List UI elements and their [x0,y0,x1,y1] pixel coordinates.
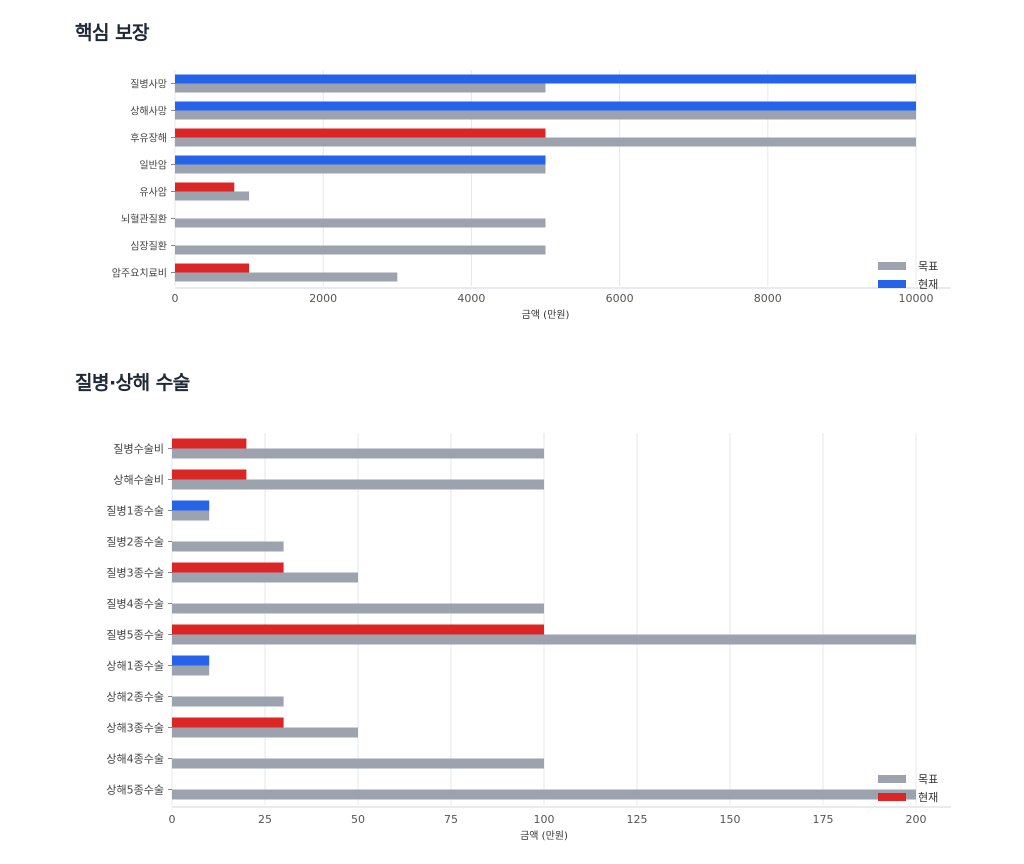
bar-current-2-1 [172,469,247,480]
x-tick-label: 4000 [457,292,485,305]
bar-current-1-4 [175,182,235,192]
x-tick-label: 175 [813,813,834,826]
bar-target-1-7 [175,272,398,282]
legend-label: 현재 [918,791,938,804]
bar-current-2-0 [172,438,247,449]
category-label: 상해3종수술 [106,721,164,735]
category-label: 후유장해 [130,132,167,145]
bar-target-2-4 [172,572,358,583]
bar-target-1-3 [175,164,546,174]
section-title-core-coverage: 핵심 보장 [75,22,150,44]
x-tick-label: 50 [351,813,365,826]
category-label: 심장질환 [130,241,167,253]
category-label: 질병4종수술 [106,598,164,611]
bar-target-1-6 [175,245,546,255]
bar-target-2-8 [172,696,284,707]
category-label: 일반암 [139,160,167,172]
category-label: 상해수술비 [113,473,164,487]
surgery-coverage-chart: 질병수술비상해수술비질병1종수술질병2종수술질병3종수술질병4종수술질병5종수술… [106,433,951,842]
x-tick-label: 200 [906,813,927,826]
section-title-surgery: 질병·상해 수술 [75,372,190,394]
category-label: 상해1종수술 [106,659,164,673]
x-tick-label: 10000 [899,292,934,305]
bar-current-2-9 [172,717,284,728]
bar-current-1-2 [175,128,546,138]
category-label: 상해4종수술 [106,752,164,766]
bar-target-2-2 [172,510,210,521]
bar-target-2-0 [172,448,544,459]
bar-target-2-9 [172,727,358,738]
bar-target-2-3 [172,541,284,552]
category-label: 질병사망 [130,79,167,91]
bar-target-2-10 [172,758,544,769]
category-label: 상해사망 [130,105,167,118]
x-tick-label: 150 [720,813,741,826]
legend-label: 목표 [918,773,938,786]
bar-target-1-1 [175,110,916,120]
bar-target-1-5 [175,218,546,228]
legend-label: 현재 [918,278,938,291]
legend-swatch [878,775,906,783]
bar-target-2-1 [172,479,544,490]
category-label: 질병2종수술 [106,536,164,549]
x-tick-label: 125 [627,813,648,826]
bar-target-1-2 [175,137,916,147]
x-tick-label: 0 [172,292,179,305]
x-tick-label: 100 [534,813,555,826]
category-label: 질병5종수술 [106,629,164,642]
x-tick-label: 8000 [754,292,782,305]
bar-current-2-2 [172,500,210,511]
x-tick-label: 75 [444,813,458,826]
bar-target-2-11 [172,789,916,800]
bar-target-1-4 [175,191,250,201]
x-tick-label: 25 [258,813,272,826]
legend-swatch [878,262,906,270]
x-axis-title: 금액 (만원) [520,830,568,842]
bar-target-1-0 [175,83,546,93]
x-tick-label: 6000 [606,292,634,305]
category-label: 상해5종수술 [106,783,164,797]
category-label: 상해2종수술 [106,690,164,704]
bar-current-1-0 [175,74,916,84]
legend-swatch [878,793,906,801]
bar-target-2-6 [172,634,916,645]
bar-current-2-6 [172,624,544,635]
bar-current-2-7 [172,655,210,666]
category-label: 질병1종수술 [106,505,164,518]
category-label: 뇌혈관질환 [121,213,167,226]
category-label: 유사암 [139,187,167,199]
legend-swatch [878,280,906,288]
legend-label: 목표 [918,260,938,273]
bar-current-1-3 [175,155,546,165]
x-tick-label: 0 [169,813,176,826]
bar-current-2-4 [172,562,284,573]
bar-target-2-5 [172,603,544,614]
x-tick-label: 2000 [309,292,337,305]
bar-current-1-1 [175,101,916,111]
bar-current-1-7 [175,263,250,273]
bar-target-2-7 [172,665,210,676]
category-label: 질병수술비 [113,443,164,456]
category-label: 질병3종수술 [106,567,164,580]
category-label: 암주요치료비 [112,268,167,280]
x-axis-title: 금액 (만원) [522,309,570,321]
